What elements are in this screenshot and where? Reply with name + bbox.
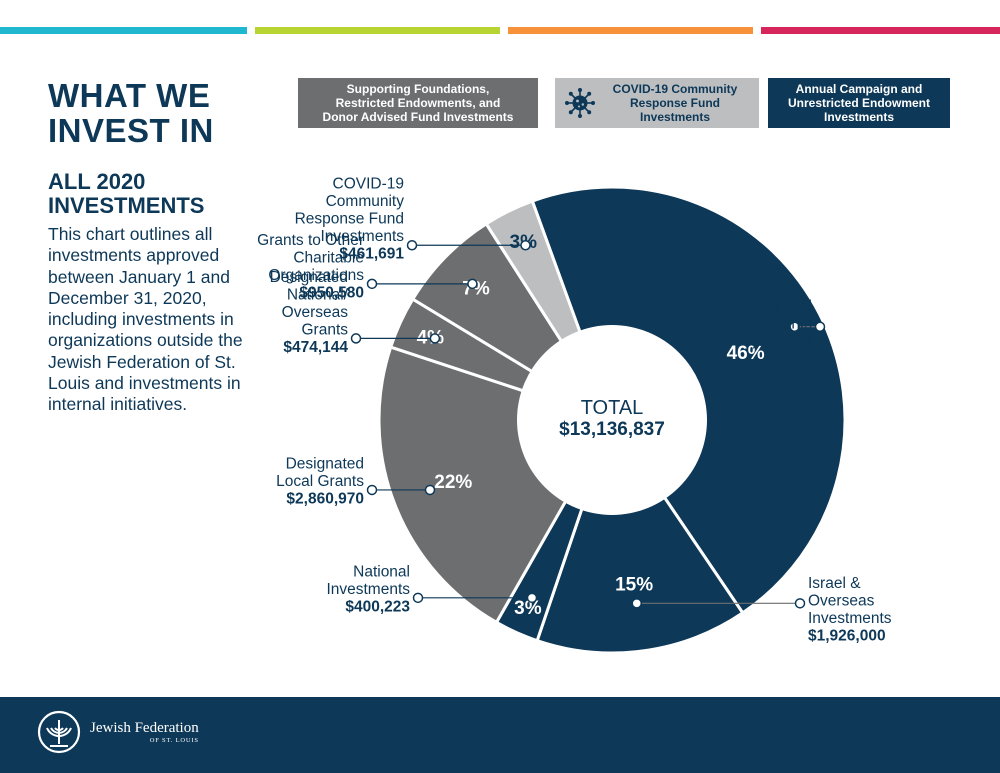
callout-dot-outer-0 — [814, 321, 826, 332]
callout-label-5-line-0: Grants to Other — [257, 232, 364, 249]
callout-label-4-line-2: Overseas — [282, 304, 349, 321]
callout-dot-inner-6 — [520, 239, 531, 251]
callout-value-2: $400,223 — [345, 598, 410, 615]
callout-label-0-line-0: Local — [775, 298, 812, 315]
percent-label-2: 3% — [514, 598, 542, 619]
callout-label-5-line-1: Charitable — [293, 249, 364, 266]
footer: Jewish Federation OF ST. LOUIS — [0, 697, 1000, 773]
callout-dot-inner-3 — [424, 484, 436, 496]
callout-dot-outer-3 — [366, 484, 378, 496]
legend-annual-campaign: Annual Campaign and Unrestricted Endowme… — [768, 78, 950, 128]
callout-label-1-line-1: Overseas — [808, 592, 875, 609]
legend-supporting-foundations: Supporting Foundations, Restricted Endow… — [298, 78, 538, 128]
chart-description: This chart outlines all investments appr… — [48, 224, 243, 415]
callout-label-2-line-0: National — [353, 563, 410, 580]
callout-label-6-line-2: Response Fund — [295, 211, 404, 228]
callout-dot-outer-6 — [406, 239, 418, 251]
top-bar-cyan — [0, 27, 247, 34]
top-bar-orange — [508, 27, 753, 34]
callout-dot-outer-4 — [350, 333, 362, 344]
center-value: $13,136,837 — [559, 419, 665, 440]
footer-org-sub: OF ST. LOUIS — [149, 736, 199, 744]
subtitle-line-2: INVESTMENTS — [48, 193, 205, 218]
callout-label-4-line-0: Designated — [270, 269, 348, 286]
callout-label-1-line-0: Israel & — [808, 575, 861, 592]
donut-hole — [517, 325, 707, 515]
callout-label-4-line-1: National/ — [287, 286, 349, 303]
callout-value-0: $6,044,624 — [734, 333, 812, 350]
callout-dot-inner-0 — [789, 321, 800, 332]
legend-covid-text: COVID-19 Community Response Fund Investm… — [612, 82, 738, 124]
virus-icon — [565, 88, 595, 118]
callout-label-3-line-1: Local Grants — [276, 473, 364, 490]
footer-org-name: Jewish Federation — [90, 719, 199, 736]
callout-value-6: $461,691 — [339, 246, 404, 263]
callout-label-5-line-2: Organizations — [268, 267, 364, 284]
percent-label-1: 15% — [615, 575, 653, 596]
callout-label-6-line-1: Community — [326, 193, 405, 210]
federation-logo-icon — [37, 710, 81, 754]
center-label: TOTAL — [581, 397, 644, 419]
callout-dot-outer-1 — [794, 598, 806, 609]
legend-annual-text: Annual Campaign and Unrestricted Endowme… — [787, 82, 931, 124]
donut-chart: TOTAL $13,136,837 46%15%3%22%4%7%3% Loca… — [257, 176, 892, 655]
percent-label-0: 46% — [727, 343, 765, 364]
title-line-1: WHAT WE — [48, 77, 211, 114]
callout-label-6-line-3: Investments — [320, 228, 404, 245]
callout-value-4: $474,144 — [283, 339, 348, 356]
legend-covid: COVID-19 Community Response Fund Investm… — [555, 78, 759, 128]
top-bar-magenta — [761, 27, 1000, 34]
footer-logo-text: Jewish Federation OF ST. LOUIS — [90, 720, 199, 745]
callout-label-0-line-1: Investments — [728, 316, 812, 333]
callout-value-1: $1,926,000 — [808, 627, 886, 644]
callout-dot-inner-2 — [526, 592, 538, 604]
slice-1 — [535, 416, 745, 655]
top-bar-green — [255, 27, 500, 34]
callout-dot-inner-5 — [467, 278, 478, 290]
callout-value-5: $950,580 — [299, 284, 364, 301]
callout-dot-outer-2 — [412, 592, 424, 604]
page-title: WHAT WE INVEST IN — [48, 78, 214, 148]
callout-value-3: $2,860,970 — [286, 490, 364, 507]
callout-dot-inner-4 — [429, 333, 441, 344]
callout-label-4-line-3: Grants — [301, 321, 348, 338]
title-line-2: INVEST IN — [48, 112, 214, 149]
footer-logo: Jewish Federation OF ST. LOUIS — [36, 709, 199, 755]
callout-label-1-line-2: Investments — [808, 610, 892, 627]
subtitle-line-1: ALL 2020 — [48, 169, 146, 194]
page-subtitle: ALL 2020 INVESTMENTS — [48, 170, 204, 218]
callout-dot-outer-5 — [366, 278, 378, 290]
percent-label-3: 22% — [434, 472, 472, 493]
callout-label-3-line-0: Designated — [286, 455, 364, 472]
callout-dot-inner-1 — [631, 598, 643, 609]
legend-supporting-text: Supporting Foundations, Restricted Endow… — [322, 82, 514, 124]
callout-label-6-line-0: COVID-19 — [333, 176, 405, 193]
callout-label-2-line-1: Investments — [326, 581, 410, 598]
